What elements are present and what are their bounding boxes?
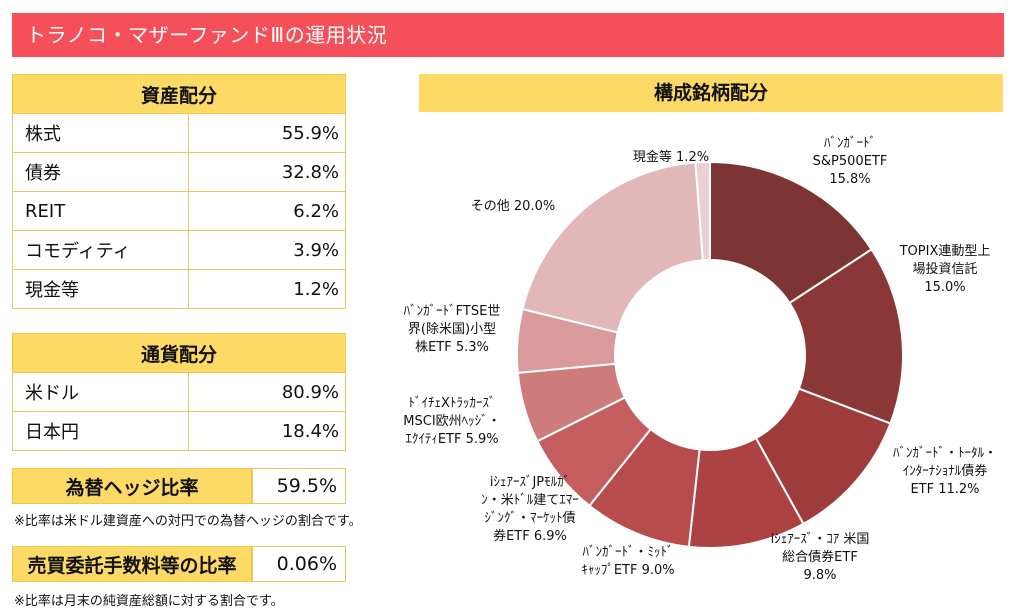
asset-allocation-table: 資産配分 株式 55.9% 債券 32.8% REIT 6.2% コモディティ … [12, 74, 346, 309]
table-row: コモディティ 3.9% [12, 230, 346, 270]
currency-value: 18.4% [188, 411, 346, 451]
asset-label: REIT [12, 191, 189, 231]
hedge-ratio-label: 為替ヘッジ比率 [12, 468, 252, 504]
asset-value: 32.8% [188, 152, 346, 192]
page-title: トラノコ・マザーファンドⅢの運用状況 [12, 13, 1004, 57]
asset-allocation-header: 資産配分 [12, 74, 346, 114]
hedge-ratio-value: 59.5% [252, 468, 346, 504]
table-row: 債券 32.8% [12, 152, 346, 192]
slice-label: iｼｪｱｰｽﾞJPﾓﾙｶﾞﾝ・米ﾄﾞﾙ建てｴﾏｰｼﾞﾝｸﾞ・ﾏｰｹｯﾄ債券ETF… [481, 475, 579, 544]
asset-value: 1.2% [188, 269, 346, 309]
asset-label: コモディティ [12, 230, 189, 270]
table-row: REIT 6.2% [12, 191, 346, 231]
slice-label: その他 20.0% [471, 199, 555, 214]
donut-slice [521, 161, 704, 334]
currency-allocation-table: 通貨配分 米ドル 80.9% 日本円 18.4% [12, 333, 346, 451]
slice-label: TOPIX連動型上場投資信託 15.0% [899, 244, 991, 295]
asset-label: 現金等 [12, 269, 189, 309]
table-row: 現金等 1.2% [12, 269, 346, 309]
slice-label: ﾄﾞｲﾁｪXﾄﾗｯｶｰｽﾞ MSCI欧州ﾍｯｼﾞ・ｴｸｲﾃｨETF 5.9% [403, 396, 500, 447]
asset-label: 債券 [12, 152, 189, 192]
slice-label: 現金等 1.2% [633, 149, 709, 165]
currency-allocation-header: 通貨配分 [12, 333, 346, 373]
slice-label: ﾊﾞﾝｶﾞｰﾄﾞ・ﾐｯﾄﾞｷｬｯﾌﾟETF 9.0% [581, 545, 674, 578]
chart-title: 構成銘柄配分 [419, 74, 1003, 112]
slice-label: ﾊﾞﾝｶﾞｰﾄﾞFTSE世界(除米国)小型株ETF 5.3% [404, 304, 501, 355]
currency-label: 米ドル [12, 372, 189, 412]
fee-ratio-row: 売買委託手数料等の比率 0.06% [12, 546, 346, 582]
fee-ratio-note: ※比率は月末の純資産総額に対する割合です。 [14, 594, 284, 609]
hedge-ratio-row: 為替ヘッジ比率 59.5% [12, 468, 346, 504]
fee-ratio-label: 売買委託手数料等の比率 [12, 546, 252, 582]
table-row: 日本円 18.4% [12, 411, 346, 451]
currency-value: 80.9% [188, 372, 346, 412]
fee-ratio-value: 0.06% [252, 546, 346, 582]
asset-value: 3.9% [188, 230, 346, 270]
hedge-ratio-note: ※比率は米ドル建資産への対円での為替ヘッジの割合です。 [14, 514, 362, 529]
slice-label: iｼｪｱｰｽﾞ・ｺｱ 米国総合債券ETF 9.8% [771, 532, 870, 583]
table-row: 米ドル 80.9% [12, 372, 346, 412]
slice-label: ﾊﾞﾝｶﾞｰﾄﾞ S&P500ETF 15.8% [813, 136, 888, 187]
slice-label: ﾊﾞﾝｶﾞｰﾄﾞ・ﾄｰﾀﾙ・ｲﾝﾀｰﾅｼｮﾅﾙ債券 ETF 11.2% [893, 446, 997, 497]
donut-slice [709, 160, 873, 305]
currency-label: 日本円 [12, 411, 189, 451]
donut-slice [694, 160, 711, 262]
asset-label: 株式 [12, 113, 189, 153]
